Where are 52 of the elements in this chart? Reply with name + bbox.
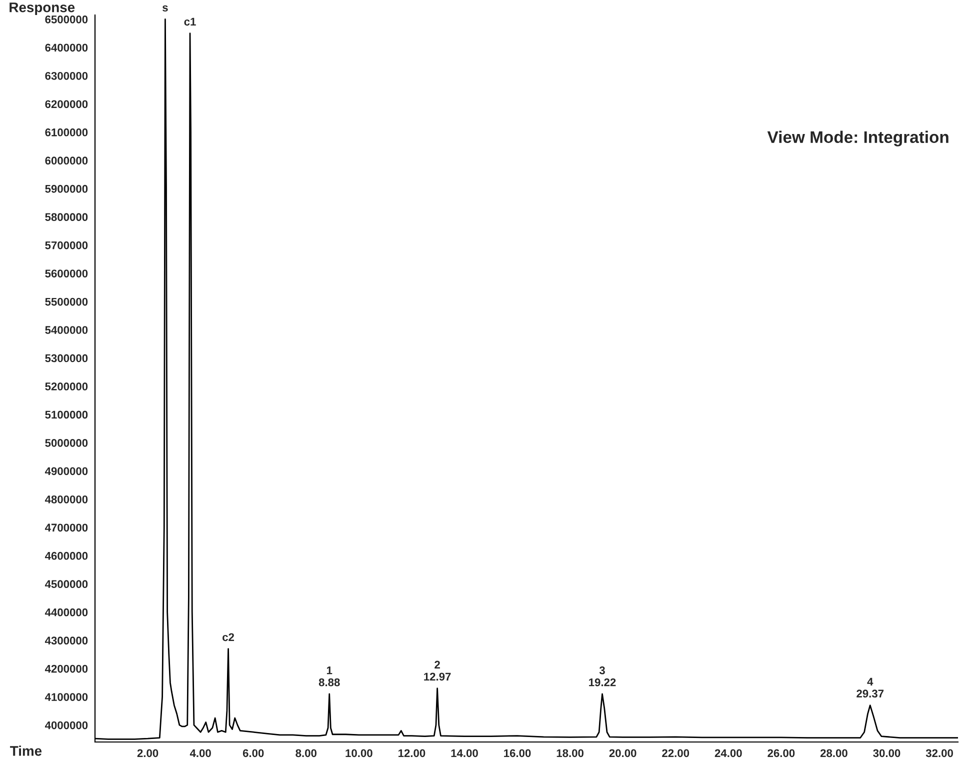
x-axis-title: Time — [10, 746, 42, 756]
y-tick-label: 4500000 — [44, 580, 88, 588]
y-tick-label: 6500000 — [45, 16, 88, 24]
x-tick-label: 30.00 — [873, 749, 900, 758]
y-tick-label: 5000000 — [45, 438, 88, 447]
annotation: c1 — [184, 18, 196, 26]
annotation: 4 29.37 — [856, 678, 884, 698]
x-tick-label: 20.00 — [609, 749, 636, 758]
x-tick-label: 8.00 — [296, 749, 316, 758]
y-tick-label: 4400000 — [44, 608, 88, 616]
x-tick-label: 14.00 — [451, 749, 478, 758]
annotation: s — [162, 5, 168, 12]
x-tick-label: 12.00 — [398, 749, 426, 758]
x-tick-label: 26.00 — [768, 749, 795, 758]
x-tick-label: 22.00 — [662, 749, 690, 758]
x-tick-label: 16.00 — [504, 749, 531, 758]
x-tick-label: 10.00 — [346, 749, 372, 758]
y-tick-label: 5500000 — [45, 298, 88, 306]
y-tick-label: 5600000 — [45, 270, 88, 278]
x-tick-label: 6.00 — [242, 749, 264, 758]
y-tick-label: 5800000 — [45, 213, 88, 221]
annotation: 3 19.22 — [589, 666, 616, 686]
y-tick-label: 4800000 — [44, 495, 88, 504]
y-tick-label: 5100000 — [45, 410, 88, 419]
y-tick-label: 4700000 — [44, 524, 88, 532]
y-tick-label: 5700000 — [45, 241, 88, 250]
annotation: 1 8.88 — [318, 666, 340, 686]
y-tick-label: 4100000 — [44, 693, 88, 701]
y-tick-label: 6300000 — [45, 72, 88, 80]
y-tick-label: 5900000 — [45, 184, 88, 193]
x-tick-label: 2.00 — [137, 749, 158, 758]
y-tick-label: 5300000 — [45, 354, 88, 362]
y-tick-label: 4300000 — [44, 636, 88, 645]
y-tick-label: 6200000 — [45, 100, 88, 108]
y-tick-label: 5200000 — [45, 382, 88, 390]
y-tick-label: 4200000 — [44, 664, 88, 673]
annotation: View Mode: Integration — [767, 130, 948, 146]
x-tick-label: 28.00 — [820, 749, 848, 758]
y-tick-label: 5400000 — [45, 326, 88, 334]
y-tick-label: 4600000 — [44, 552, 88, 560]
y-tick-label: 6400000 — [45, 44, 88, 52]
x-tick-label: 18.00 — [556, 749, 584, 758]
annotation: c2 — [222, 633, 234, 642]
y-tick-label: 4000000 — [44, 721, 88, 730]
y-tick-label: 6100000 — [45, 128, 88, 136]
y-tick-label: 6000000 — [45, 156, 88, 165]
x-tick-label: 32.00 — [926, 749, 953, 758]
y-tick-label: 4900000 — [44, 467, 88, 476]
x-tick-label: 24.00 — [714, 749, 742, 758]
y-axis-title: Response — [10, 2, 75, 15]
x-tick-label: 4.00 — [190, 749, 211, 758]
annotation: 2 12.97 — [424, 660, 451, 681]
